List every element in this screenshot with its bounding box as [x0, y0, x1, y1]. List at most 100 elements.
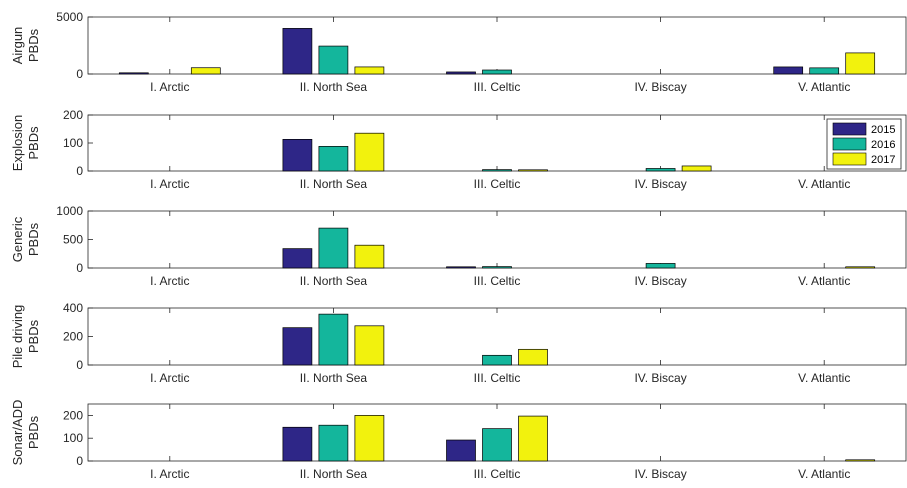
- legend-label-2017: 2017: [871, 154, 895, 166]
- y-axis-label: PBDs: [26, 222, 41, 256]
- x-tick-label: I. Arctic: [150, 80, 189, 94]
- y-tick-label: 0: [76, 164, 83, 178]
- x-tick-label: III. Celtic: [474, 371, 521, 385]
- y-axis-label: PBDs: [26, 319, 41, 353]
- bar-2016-3: [482, 169, 512, 172]
- bar-2016-2: [318, 146, 349, 172]
- x-tick-label: II. North Sea: [300, 371, 368, 385]
- panel-2: I. Arctic II. North Sea III. Celtic IV. Bis…: [10, 108, 907, 191]
- x-tick-label: V. Atlantic: [798, 371, 850, 385]
- bar-2016-2: [318, 424, 349, 462]
- legend-label-2015: 2015: [871, 124, 895, 136]
- bar-2017-2: [354, 244, 385, 269]
- x-tick-label: III. Celtic: [474, 467, 521, 481]
- bar-2016-4: [645, 263, 676, 269]
- bar-2017-3: [518, 169, 548, 172]
- bar-2016-4: [645, 168, 676, 172]
- legend-swatch-2015: [832, 122, 867, 136]
- y-tick-label: 200: [63, 330, 83, 344]
- bar-2017-1: [190, 67, 221, 75]
- panel-5: I. Arctic II. North Sea III. Celtic IV. Bis…: [10, 400, 907, 481]
- bar-2017-2: [354, 415, 385, 462]
- y-axis-label: Sonar/ADD: [10, 400, 25, 466]
- bar-2017-2: [354, 325, 385, 366]
- x-tick-label: I. Arctic: [150, 177, 189, 191]
- bar-2017-4: [681, 165, 712, 172]
- panel-1: I. Arctic II. North Sea III. Celtic IV. Bis…: [10, 10, 907, 94]
- y-tick-label: 500: [63, 233, 83, 247]
- legend: 2015 2016 2017: [826, 118, 902, 170]
- x-tick-label: I. Arctic: [150, 371, 189, 385]
- x-tick-label: IV. Biscay: [634, 467, 686, 481]
- bar-2015-3: [446, 266, 476, 269]
- bar-2015-3: [446, 71, 476, 75]
- bar-2017-5: [845, 266, 876, 269]
- x-tick-label: V. Atlantic: [798, 274, 850, 288]
- y-axis-label: PBDs: [26, 415, 41, 449]
- x-tick-label: II. North Sea: [300, 177, 368, 191]
- y-axis-label: Explosion: [10, 115, 25, 171]
- x-tick-label: IV. Biscay: [634, 371, 686, 385]
- x-tick-label: I. Arctic: [150, 274, 189, 288]
- axes-box: [87, 114, 907, 172]
- bar-2015-3: [446, 439, 476, 462]
- y-axis-label: Airgun: [10, 27, 25, 65]
- bar-2016-3: [482, 428, 512, 462]
- bar-2017-5: [845, 459, 876, 462]
- y-tick-label: 0: [76, 261, 83, 275]
- bar-2017-3: [518, 415, 548, 462]
- y-axis-label: Generic: [10, 216, 25, 262]
- bar-2015-2: [282, 426, 313, 462]
- bar-2015-2: [282, 139, 313, 172]
- bar-2015-5: [773, 66, 804, 75]
- legend-swatch-2017: [832, 152, 867, 166]
- x-tick-label: III. Celtic: [474, 177, 521, 191]
- y-tick-label: 200: [63, 108, 83, 122]
- x-tick-label: III. Celtic: [474, 274, 521, 288]
- bar-2017-3: [518, 348, 548, 366]
- legend-label-2016: 2016: [871, 139, 895, 151]
- x-tick-label: V. Atlantic: [798, 467, 850, 481]
- x-tick-label: II. North Sea: [300, 274, 368, 288]
- bar-2016-2: [318, 313, 349, 366]
- bar-2016-2: [318, 45, 349, 75]
- x-tick-label: IV. Biscay: [634, 177, 686, 191]
- axes-box: [87, 210, 907, 269]
- x-tick-label: III. Celtic: [474, 80, 521, 94]
- y-tick-label: 400: [63, 301, 83, 315]
- bar-2017-2: [354, 66, 385, 75]
- axes-box: [87, 16, 907, 75]
- bar-2016-3: [482, 354, 512, 366]
- y-axis-label: Pile driving: [10, 305, 25, 369]
- bar-2016-2: [318, 227, 349, 269]
- bar-2016-5: [809, 67, 840, 75]
- bar-2016-3: [482, 69, 512, 75]
- bar-2016-3: [482, 266, 512, 269]
- y-axis-label: PBDs: [26, 126, 41, 160]
- x-tick-label: I. Arctic: [150, 467, 189, 481]
- x-tick-label: IV. Biscay: [634, 80, 686, 94]
- bar-2015-2: [282, 248, 313, 269]
- x-tick-label: II. North Sea: [300, 80, 368, 94]
- x-tick-label: IV. Biscay: [634, 274, 686, 288]
- y-tick-label: 1000: [56, 204, 83, 218]
- panel-4: I. Arctic II. North Sea III. Celtic IV. Bis…: [10, 301, 907, 385]
- y-tick-label: 200: [63, 408, 83, 422]
- bar-2017-5: [845, 52, 876, 75]
- y-tick-label: 5000: [56, 10, 83, 24]
- x-tick-label: V. Atlantic: [798, 177, 850, 191]
- y-tick-label: 100: [63, 431, 83, 445]
- y-axis-label: PBDs: [26, 28, 41, 62]
- y-tick-label: 0: [76, 358, 83, 372]
- bar-2017-2: [354, 132, 385, 172]
- y-tick-label: 0: [76, 454, 83, 468]
- panel-3: I. Arctic II. North Sea III. Celtic IV. Bis…: [10, 204, 907, 288]
- bar-2015-1: [118, 72, 149, 75]
- y-tick-label: 100: [63, 136, 83, 150]
- y-tick-label: 0: [76, 67, 83, 81]
- bar-2015-2: [282, 28, 313, 75]
- bar-2015-2: [282, 327, 313, 366]
- x-tick-label: V. Atlantic: [798, 80, 850, 94]
- x-tick-label: II. North Sea: [300, 467, 368, 481]
